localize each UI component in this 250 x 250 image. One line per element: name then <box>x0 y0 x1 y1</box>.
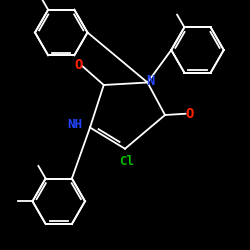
Text: N: N <box>146 74 155 88</box>
Text: O: O <box>186 107 194 121</box>
Text: NH: NH <box>68 118 82 132</box>
Text: O: O <box>74 58 83 72</box>
Text: Cl: Cl <box>120 155 134 168</box>
